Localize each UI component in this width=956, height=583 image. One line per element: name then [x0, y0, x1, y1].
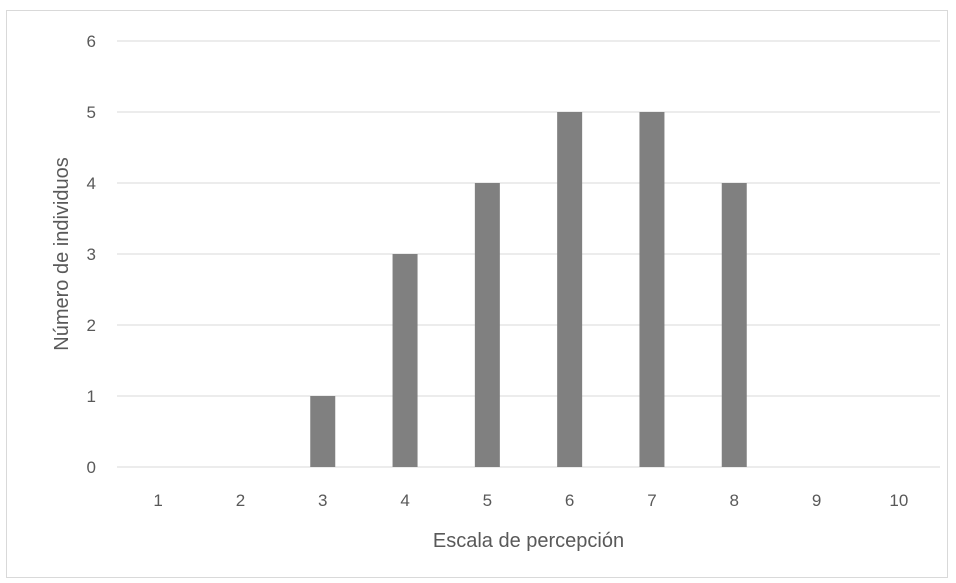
- x-tick-label: 2: [236, 491, 245, 510]
- x-tick-label: 4: [400, 491, 409, 510]
- x-axis-ticks: 1 2 3 4 5 6 7 8 9 10: [153, 491, 908, 510]
- x-axis-title: Escala de percepción: [433, 530, 624, 552]
- x-tick-label: 9: [812, 491, 821, 510]
- y-axis-title: Número de individuos: [51, 157, 73, 350]
- x-tick-label: 6: [565, 491, 574, 510]
- y-tick-label: 1: [87, 387, 96, 406]
- bar-7: [639, 112, 665, 467]
- x-tick-label: 5: [483, 491, 492, 510]
- x-tick-label: 1: [153, 491, 162, 510]
- y-tick-label: 3: [87, 245, 96, 264]
- x-tick-label: 10: [889, 491, 908, 510]
- bar-8: [721, 183, 747, 467]
- x-tick-label: 8: [730, 491, 739, 510]
- bars: [310, 112, 747, 467]
- x-tick-label: 3: [318, 491, 327, 510]
- bar-3: [310, 396, 336, 467]
- y-tick-label: 0: [87, 458, 96, 477]
- y-tick-label: 5: [87, 103, 96, 122]
- y-tick-label: 2: [87, 316, 96, 335]
- y-tick-label: 4: [87, 174, 96, 193]
- x-tick-label: 7: [647, 491, 656, 510]
- y-axis-ticks: 0 1 2 3 4 5 6: [87, 32, 96, 477]
- gridlines: [117, 40, 940, 468]
- bar-6: [557, 112, 583, 467]
- bar-4: [392, 254, 418, 467]
- bar-5: [474, 183, 500, 467]
- y-tick-label: 6: [87, 32, 96, 51]
